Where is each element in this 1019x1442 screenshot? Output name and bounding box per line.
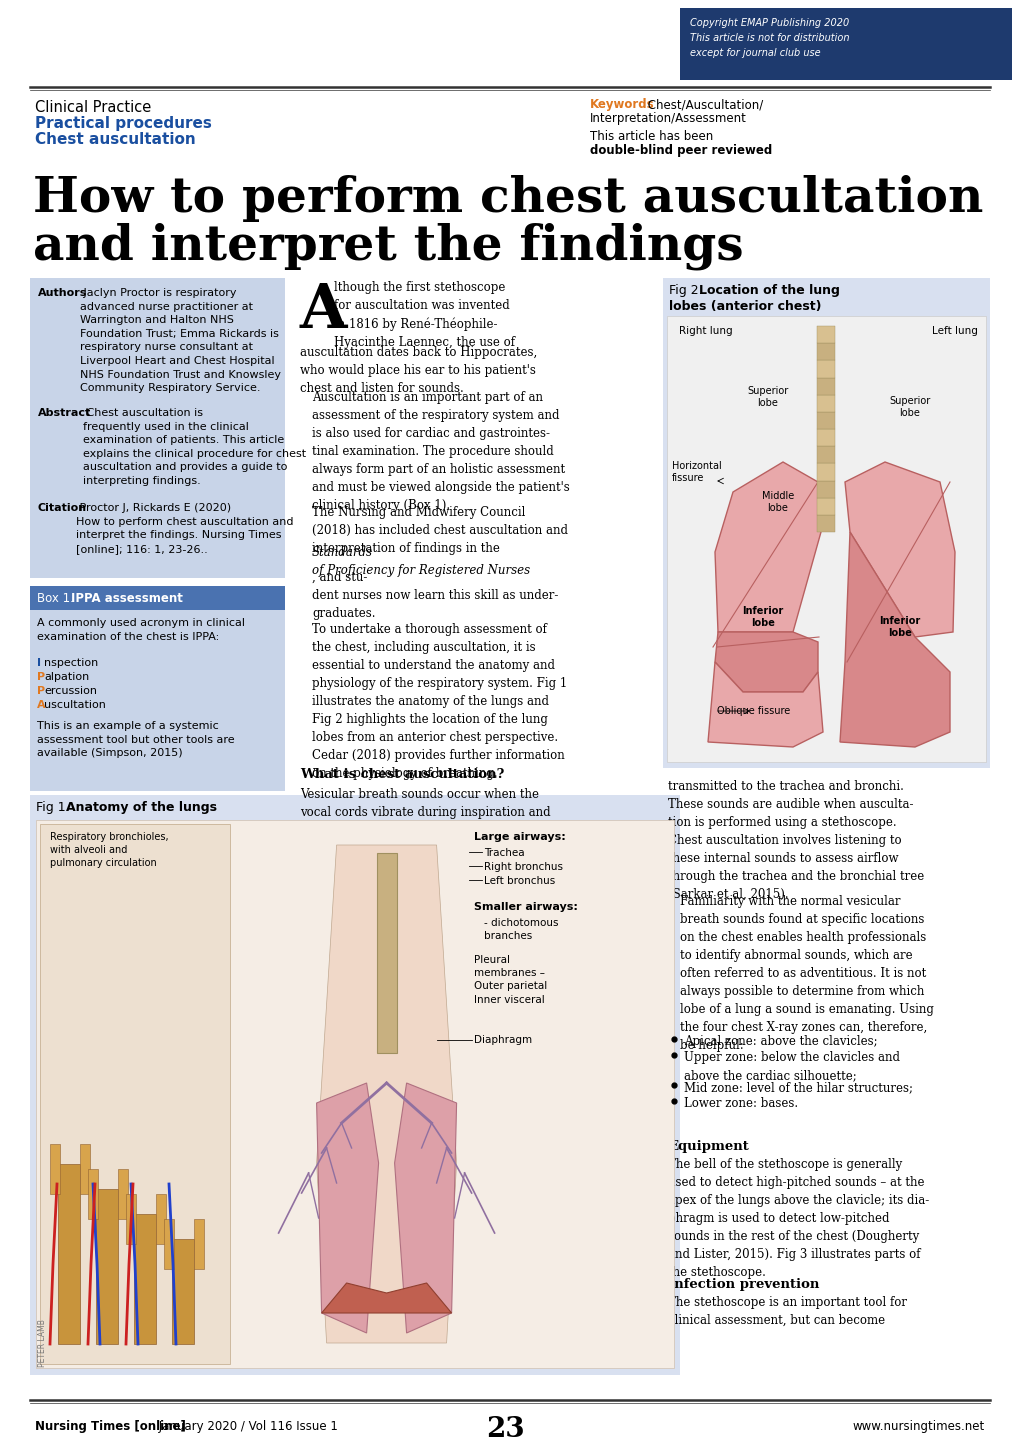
Bar — [30, 795, 680, 1376]
Bar — [126, 1194, 136, 1244]
Text: Diaphragm: Diaphragm — [474, 1035, 531, 1045]
Text: Right lung: Right lung — [679, 326, 732, 336]
Text: IPPA assessment: IPPA assessment — [71, 593, 182, 606]
Bar — [816, 515, 835, 532]
Text: Left bronchus: Left bronchus — [483, 875, 554, 885]
Bar — [816, 343, 835, 360]
Text: Location of the lung: Location of the lung — [698, 284, 839, 297]
Text: January 2020 / Vol 116 Issue 1: January 2020 / Vol 116 Issue 1 — [155, 1420, 337, 1433]
Bar — [164, 1218, 174, 1269]
Text: Box 1.: Box 1. — [37, 593, 77, 606]
Polygon shape — [714, 632, 817, 692]
Text: ercussion: ercussion — [44, 686, 97, 696]
Polygon shape — [316, 1083, 378, 1332]
Text: The Nursing and Midwifery Council
(2018) has included chest auscultation and
int: The Nursing and Midwifery Council (2018)… — [312, 506, 568, 555]
Text: PETER LAMB: PETER LAMB — [38, 1319, 47, 1367]
Text: This is an example of a systemic
assessment tool but other tools are
available (: This is an example of a systemic assessm… — [37, 721, 234, 758]
Text: alpation: alpation — [44, 672, 90, 682]
Bar — [118, 1169, 127, 1218]
Text: Large airways:: Large airways: — [474, 832, 565, 842]
Text: Proctor J, Rickards E (2020)
How to perform chest auscultation and
interpret the: Proctor J, Rickards E (2020) How to perf… — [76, 503, 293, 554]
Text: Superior
lobe: Superior lobe — [889, 397, 929, 418]
Text: Oblique fissure: Oblique fissure — [716, 707, 790, 717]
Text: 23: 23 — [485, 1416, 524, 1442]
Text: How to perform chest auscultation: How to perform chest auscultation — [33, 174, 982, 222]
Bar — [30, 585, 284, 792]
Polygon shape — [840, 532, 949, 747]
Text: Trachea: Trachea — [483, 848, 524, 858]
Text: Authors: Authors — [38, 288, 88, 298]
Polygon shape — [714, 461, 820, 632]
Text: Clinical Practice: Clinical Practice — [35, 99, 151, 115]
Text: Standards
of Proficiency for Registered Nurses: Standards of Proficiency for Registered … — [312, 547, 530, 577]
Text: lobes (anterior chest): lobes (anterior chest) — [668, 300, 820, 313]
Text: Chest auscultation is
frequently used in the clinical
examination of patients. T: Chest auscultation is frequently used in… — [83, 408, 306, 486]
Text: Familiarity with the normal vesicular
breath sounds found at specific locations
: Familiarity with the normal vesicular br… — [680, 895, 933, 1053]
Bar — [666, 316, 985, 761]
Text: double-blind peer reviewed: double-blind peer reviewed — [589, 144, 771, 157]
Text: Infection prevention: Infection prevention — [667, 1278, 818, 1291]
Bar — [816, 497, 835, 515]
Text: Chest/Auscultation/: Chest/Auscultation/ — [643, 98, 762, 111]
Text: Chest auscultation: Chest auscultation — [35, 133, 196, 147]
Bar — [156, 1194, 166, 1244]
Bar — [816, 412, 835, 430]
Text: Copyright EMAP Publishing 2020
This article is not for distribution
except for j: Copyright EMAP Publishing 2020 This arti… — [689, 17, 849, 58]
Text: P: P — [37, 686, 45, 696]
Bar — [40, 823, 229, 1364]
Polygon shape — [707, 662, 822, 747]
Text: www.nursingtimes.net: www.nursingtimes.net — [852, 1420, 984, 1433]
Text: Smaller airways:: Smaller airways: — [474, 903, 577, 911]
Text: Middle
lobe: Middle lobe — [761, 490, 794, 513]
Bar — [662, 278, 989, 769]
Text: Inferior
lobe: Inferior lobe — [878, 616, 920, 639]
Bar — [816, 395, 835, 412]
Bar — [30, 278, 284, 578]
Text: and interpret the findings: and interpret the findings — [33, 222, 743, 270]
Text: uscultation: uscultation — [44, 699, 106, 709]
Text: To undertake a thorough assessment of
the chest, including auscultation, it is
e: To undertake a thorough assessment of th… — [312, 623, 567, 780]
Text: Respiratory bronchioles,
with alveoli and
pulmonary circulation: Respiratory bronchioles, with alveoli an… — [50, 832, 168, 868]
Bar — [30, 585, 284, 610]
Bar — [816, 360, 835, 378]
Text: nspection: nspection — [44, 658, 98, 668]
Text: Interpretation/Assessment: Interpretation/Assessment — [589, 112, 746, 125]
Text: Citation: Citation — [38, 503, 87, 513]
Polygon shape — [394, 1083, 457, 1332]
Bar — [194, 1218, 204, 1269]
Text: transmitted to the trachea and bronchi.
These sounds are audible when ausculta-
: transmitted to the trachea and bronchi. … — [667, 780, 923, 901]
Text: Keywords: Keywords — [589, 98, 654, 111]
Text: lthough the first stethoscope
for auscultation was invented
in 1816 by René-Théo: lthough the first stethoscope for auscul… — [333, 281, 515, 349]
Text: , and stu-
dent nurses now learn this skill as under-
graduates.: , and stu- dent nurses now learn this sk… — [312, 571, 557, 620]
Text: - dichotomous
branches: - dichotomous branches — [483, 919, 557, 942]
Text: Apical zone: above the clavicles;: Apical zone: above the clavicles; — [684, 1035, 876, 1048]
Bar — [680, 9, 1011, 79]
Bar — [133, 1214, 156, 1344]
Text: This article has been: This article has been — [589, 130, 712, 143]
Bar — [58, 1164, 79, 1344]
Text: Auscultation is an important part of an
assessment of the respiratory system and: Auscultation is an important part of an … — [312, 391, 570, 512]
Text: Equipment: Equipment — [667, 1141, 748, 1154]
Bar — [816, 446, 835, 463]
Text: A commonly used acronym in clinical
examination of the chest is IPPA:: A commonly used acronym in clinical exam… — [37, 619, 245, 642]
Text: P: P — [37, 672, 45, 682]
Text: Horizontal
fissure: Horizontal fissure — [672, 461, 721, 483]
Text: The bell of the stethoscope is generally
used to detect high-pitched sounds – at: The bell of the stethoscope is generally… — [667, 1158, 928, 1279]
Text: Pleural
membranes –
Outer parietal
Inner visceral: Pleural membranes – Outer parietal Inner… — [474, 955, 546, 1005]
Text: Nursing Times [online]: Nursing Times [online] — [35, 1420, 185, 1433]
Text: What is chest auscultation?: What is chest auscultation? — [300, 769, 503, 782]
Text: Fig 1.: Fig 1. — [36, 800, 73, 813]
Bar — [816, 430, 835, 446]
Bar — [96, 1190, 118, 1344]
Text: Abstract: Abstract — [38, 408, 91, 418]
Text: Right bronchus: Right bronchus — [483, 862, 562, 872]
Text: Left lung: Left lung — [931, 326, 977, 336]
Bar — [36, 820, 674, 1368]
Polygon shape — [316, 845, 457, 1343]
Text: auscultation dates back to Hippocrates,
who would place his ear to his patient's: auscultation dates back to Hippocrates, … — [300, 346, 537, 395]
Polygon shape — [321, 1283, 451, 1314]
Text: I: I — [37, 658, 41, 668]
Bar — [816, 326, 835, 343]
Bar — [376, 854, 396, 1053]
Text: Lower zone: bases.: Lower zone: bases. — [684, 1097, 797, 1110]
